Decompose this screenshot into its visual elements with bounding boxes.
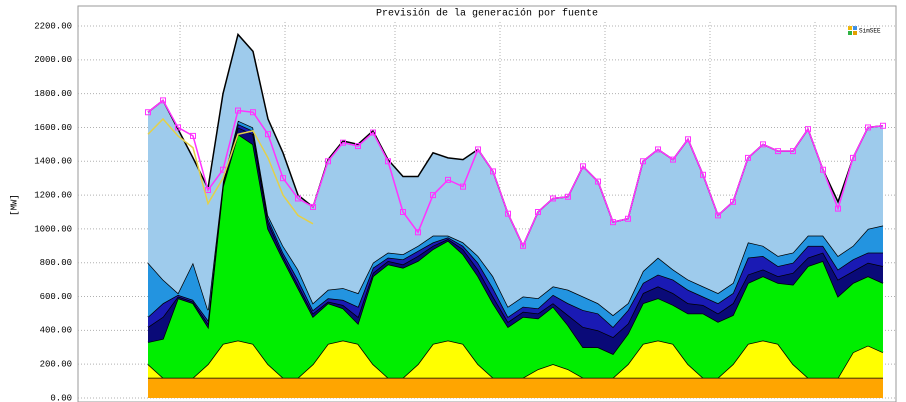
chart-title: Previsión de la generación por fuente xyxy=(376,8,598,20)
marker xyxy=(790,148,796,155)
marker xyxy=(175,124,181,131)
marker xyxy=(205,187,211,194)
marker xyxy=(880,122,886,129)
y-tick-label: 600.00 xyxy=(40,292,72,302)
marker xyxy=(850,154,856,161)
marker xyxy=(760,141,766,148)
area xyxy=(148,34,883,316)
marker xyxy=(310,203,316,210)
logo-square xyxy=(853,26,857,30)
logo-square xyxy=(848,26,852,30)
marker xyxy=(370,129,376,136)
marker xyxy=(775,148,781,155)
marker xyxy=(280,175,286,182)
logo: SimSEE xyxy=(848,26,881,35)
y-tick-label: 0.00 xyxy=(50,393,72,402)
marker xyxy=(865,124,871,131)
y-tick-label: 1800.00 xyxy=(34,89,72,99)
marker xyxy=(595,178,601,185)
area xyxy=(148,377,883,398)
marker xyxy=(475,146,481,153)
y-tick-label: 2000.00 xyxy=(34,55,72,65)
marker xyxy=(325,158,331,165)
marker xyxy=(550,195,556,202)
marker xyxy=(520,242,526,249)
marker xyxy=(430,192,436,199)
marker xyxy=(565,193,571,200)
marker xyxy=(610,219,616,226)
marker xyxy=(655,146,661,153)
marker xyxy=(295,195,301,202)
marker xyxy=(625,215,631,222)
y-tick-label: 1200.00 xyxy=(34,190,72,200)
y-tick-label: 400.00 xyxy=(40,326,72,336)
marker xyxy=(190,132,196,139)
marker xyxy=(580,163,586,170)
y-tick-label: 1600.00 xyxy=(34,123,72,133)
marker xyxy=(820,166,826,173)
line xyxy=(147,117,314,225)
marker xyxy=(640,158,646,165)
y-tick-label: 2200.00 xyxy=(34,21,72,31)
marker xyxy=(235,107,241,114)
marker xyxy=(400,209,406,215)
marker xyxy=(700,171,706,178)
marker xyxy=(490,168,496,175)
marker xyxy=(445,176,451,183)
marker xyxy=(385,158,391,165)
y-axis-label: [MW] xyxy=(9,194,19,216)
area xyxy=(148,134,883,378)
logo-square xyxy=(848,31,852,35)
marker xyxy=(745,154,751,161)
marker xyxy=(250,109,256,116)
marker xyxy=(415,229,421,236)
marker xyxy=(730,198,736,205)
y-tick-label: 1400.00 xyxy=(34,157,72,167)
marker xyxy=(685,136,691,143)
marker xyxy=(505,210,511,217)
marker xyxy=(835,205,841,212)
marker xyxy=(670,156,676,163)
marker xyxy=(355,143,361,150)
marker xyxy=(160,97,166,104)
area xyxy=(148,340,883,378)
y-tick-label: 1000.00 xyxy=(34,224,72,234)
y-tick-label: 800.00 xyxy=(40,258,72,268)
marker xyxy=(535,209,541,215)
marker xyxy=(145,109,151,116)
logo-square xyxy=(853,31,857,35)
marker xyxy=(715,212,721,219)
marker xyxy=(265,131,271,138)
marker xyxy=(460,183,466,190)
y-tick-label: 200.00 xyxy=(40,360,72,370)
logo-text: SimSEE xyxy=(859,28,881,35)
marker xyxy=(340,139,346,146)
marker xyxy=(805,126,811,133)
